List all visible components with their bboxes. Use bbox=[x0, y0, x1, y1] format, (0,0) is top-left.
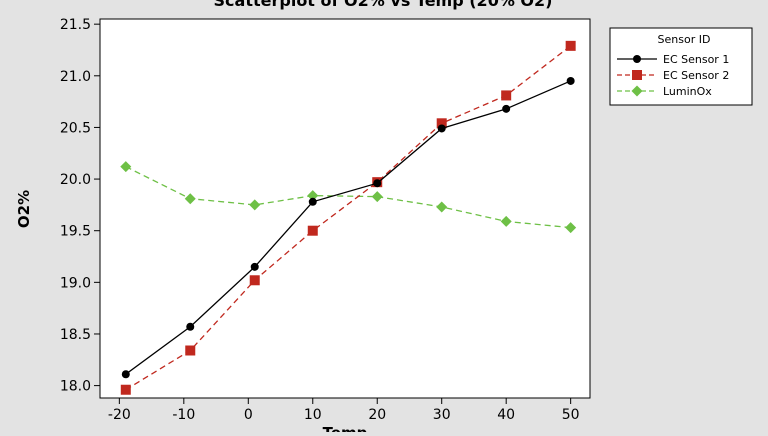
legend-title: Sensor ID bbox=[658, 33, 711, 46]
x-tick-label: 10 bbox=[304, 407, 322, 423]
data-point-ec-sensor-1 bbox=[121, 370, 130, 379]
x-tick-label: -10 bbox=[172, 407, 195, 423]
y-tick-label: 19.0 bbox=[60, 275, 91, 291]
legend-label-luminox: LuminOx bbox=[663, 85, 712, 98]
x-tick-label: 50 bbox=[562, 407, 580, 423]
data-point-ec-sensor-1 bbox=[186, 322, 195, 331]
data-point-ec-sensor-2 bbox=[249, 275, 260, 286]
y-tick-label: 18.0 bbox=[60, 379, 91, 395]
y-tick-label: 21.5 bbox=[60, 17, 91, 33]
data-point-ec-sensor-2 bbox=[185, 345, 196, 356]
data-point-luminox bbox=[184, 193, 196, 205]
data-point-ec-sensor-2 bbox=[565, 40, 576, 51]
data-point-ec-sensor-1 bbox=[437, 124, 446, 133]
data-point-ec-sensor-1 bbox=[566, 76, 575, 85]
legend-label-ec-sensor-2: EC Sensor 2 bbox=[663, 69, 729, 82]
y-tick-label: 19.5 bbox=[60, 224, 91, 240]
chart-title: Scatterplot of O2% vs Temp (20% O2) bbox=[214, 0, 553, 10]
legend-marker-ec-sensor-1 bbox=[633, 55, 641, 63]
series-luminox bbox=[120, 161, 577, 234]
data-point-ec-sensor-2 bbox=[307, 225, 318, 236]
data-point-ec-sensor-1 bbox=[308, 197, 317, 206]
x-tick-label: 30 bbox=[433, 407, 451, 423]
data-point-luminox bbox=[500, 215, 512, 227]
plot-area bbox=[99, 18, 591, 399]
y-tick-label: 18.5 bbox=[60, 327, 91, 343]
series-ec-sensor-1 bbox=[121, 76, 575, 379]
legend-marker-luminox bbox=[631, 85, 643, 97]
data-point-luminox bbox=[565, 222, 577, 234]
legend: Sensor ID EC Sensor 1 EC Sensor 2 LuminOx bbox=[609, 27, 753, 106]
data-point-ec-sensor-1 bbox=[373, 179, 382, 188]
series-line-luminox bbox=[125, 166, 571, 229]
data-point-ec-sensor-1 bbox=[502, 104, 511, 113]
y-tick-label: 20.0 bbox=[60, 172, 91, 188]
data-point-ec-sensor-1 bbox=[250, 262, 259, 271]
x-tick-label: 0 bbox=[244, 407, 253, 423]
y-axis-label: O2% bbox=[15, 190, 33, 228]
y-tick-label: 20.5 bbox=[60, 120, 91, 136]
legend-marker-ec-sensor-2 bbox=[632, 70, 642, 80]
data-point-luminox bbox=[371, 191, 383, 203]
x-tick-label: 40 bbox=[497, 407, 515, 423]
data-point-luminox bbox=[120, 161, 132, 173]
data-point-ec-sensor-2 bbox=[436, 118, 447, 129]
x-tick-label: 20 bbox=[368, 407, 386, 423]
data-point-ec-sensor-2 bbox=[120, 384, 131, 395]
series-line-ec-sensor-2 bbox=[125, 45, 572, 391]
data-point-luminox bbox=[307, 190, 319, 202]
x-axis-label: Temp bbox=[323, 424, 368, 432]
x-tick-label: -20 bbox=[108, 407, 131, 423]
data-point-luminox bbox=[249, 199, 261, 211]
y-tick-label: 21.0 bbox=[60, 69, 91, 85]
x-axis: -20 -10 0 10 20 30 40 50 bbox=[108, 398, 580, 423]
series-line-ec-sensor-1 bbox=[125, 80, 571, 375]
data-point-luminox bbox=[436, 201, 448, 213]
series-layer bbox=[120, 40, 577, 395]
data-point-ec-sensor-2 bbox=[501, 90, 512, 101]
legend-label-ec-sensor-1: EC Sensor 1 bbox=[663, 53, 729, 66]
y-axis: 18.0 18.5 19.0 19.5 20.0 20.5 21.0 21.5 bbox=[60, 17, 100, 395]
